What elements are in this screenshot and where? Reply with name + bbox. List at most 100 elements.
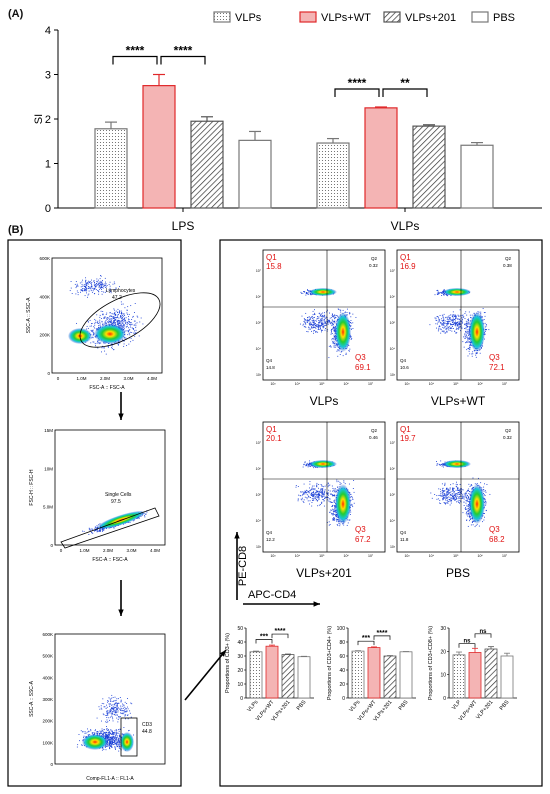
event-dot — [100, 280, 102, 282]
event-dot — [119, 697, 121, 698]
event-dot — [318, 312, 320, 314]
event-dot — [331, 322, 333, 324]
event-dot — [463, 316, 465, 318]
event-dot — [120, 701, 122, 703]
event-dot — [468, 341, 470, 343]
event-dot — [99, 733, 101, 735]
event-dot — [122, 315, 124, 317]
event-dot — [318, 323, 320, 325]
event-dot — [91, 323, 93, 324]
event-dot — [444, 322, 446, 324]
event-dot — [106, 321, 108, 323]
event-dot — [336, 520, 338, 522]
event-dot — [121, 319, 123, 321]
event-dot — [320, 320, 322, 322]
event-dot — [321, 331, 322, 333]
event-dot — [466, 326, 468, 328]
event-dot — [455, 314, 457, 316]
x-tick-label: 0 — [57, 376, 60, 381]
event-dot — [470, 344, 472, 346]
event-dot — [108, 697, 110, 699]
event-dot — [468, 332, 470, 334]
event-dot — [84, 288, 86, 290]
event-dot — [111, 713, 113, 715]
event-dot — [87, 731, 89, 733]
event-dot — [350, 336, 352, 338]
event-dot — [113, 742, 115, 743]
event-dot — [465, 333, 467, 335]
y-tick-label: 200K — [42, 719, 53, 724]
event-dot — [110, 291, 111, 293]
event-dot — [94, 530, 96, 532]
event-dot — [107, 318, 109, 320]
y-tick-label: 600K — [42, 632, 53, 637]
event-dot — [110, 729, 112, 731]
event-dot — [466, 331, 468, 333]
event-dot — [460, 324, 462, 326]
event-dot — [443, 330, 445, 332]
event-dot — [129, 326, 131, 328]
event-dot — [124, 701, 126, 703]
event-dot — [311, 327, 312, 329]
event-dot — [305, 292, 307, 294]
event-dot — [337, 315, 338, 317]
event-dot — [455, 329, 457, 330]
event-dot — [114, 696, 116, 698]
y-tick-label: 3 — [45, 70, 51, 82]
legend-label: VLPs+WT — [321, 12, 371, 24]
event-dot — [96, 731, 98, 733]
event-dot — [81, 281, 83, 283]
event-dot — [85, 277, 87, 279]
event-dot — [107, 732, 109, 734]
event-dot — [111, 733, 113, 735]
event-dot — [117, 343, 119, 345]
event-dot — [444, 323, 446, 325]
event-dot — [106, 728, 108, 730]
event-dot — [101, 281, 103, 283]
event-dot — [439, 292, 441, 294]
event-dot — [346, 308, 348, 310]
event-dot — [122, 703, 124, 705]
event-dot — [126, 321, 128, 323]
event-dot — [117, 740, 119, 742]
event-dot — [464, 333, 466, 335]
event-dot — [94, 733, 95, 735]
event-dot — [120, 699, 122, 701]
event-dot — [93, 281, 95, 283]
event-dot — [116, 702, 118, 704]
event-dot — [452, 314, 454, 316]
event-dot — [112, 696, 114, 698]
event-dot — [455, 315, 457, 317]
event-dot — [131, 324, 133, 326]
event-dot — [441, 292, 443, 294]
event-dot — [92, 341, 94, 343]
x-tick-label: 1.0M — [79, 548, 89, 553]
event-dot — [87, 280, 89, 282]
event-dot — [438, 320, 440, 322]
event-dot — [123, 707, 124, 709]
event-dot — [93, 732, 95, 734]
event-dot — [87, 296, 89, 298]
event-dot — [103, 749, 105, 751]
event-dot — [445, 327, 447, 329]
event-dot — [91, 732, 93, 733]
event-dot — [117, 706, 119, 708]
event-dot — [91, 323, 92, 325]
event-dot — [118, 324, 119, 326]
event-dot — [323, 314, 325, 316]
event-dot — [102, 730, 104, 732]
event-dot — [113, 708, 115, 710]
event-dot — [104, 323, 106, 325]
event-dot — [116, 729, 118, 731]
event-dot — [443, 324, 445, 326]
event-dot — [87, 327, 89, 329]
significance-bracket — [112, 55, 158, 65]
event-dot — [443, 331, 445, 333]
event-dot — [115, 733, 117, 735]
legend-swatch — [383, 11, 401, 23]
event-dot — [122, 712, 123, 714]
event-dot — [108, 742, 110, 744]
event-dot — [125, 317, 127, 319]
event-dot — [329, 511, 331, 513]
event-dot — [132, 316, 134, 318]
